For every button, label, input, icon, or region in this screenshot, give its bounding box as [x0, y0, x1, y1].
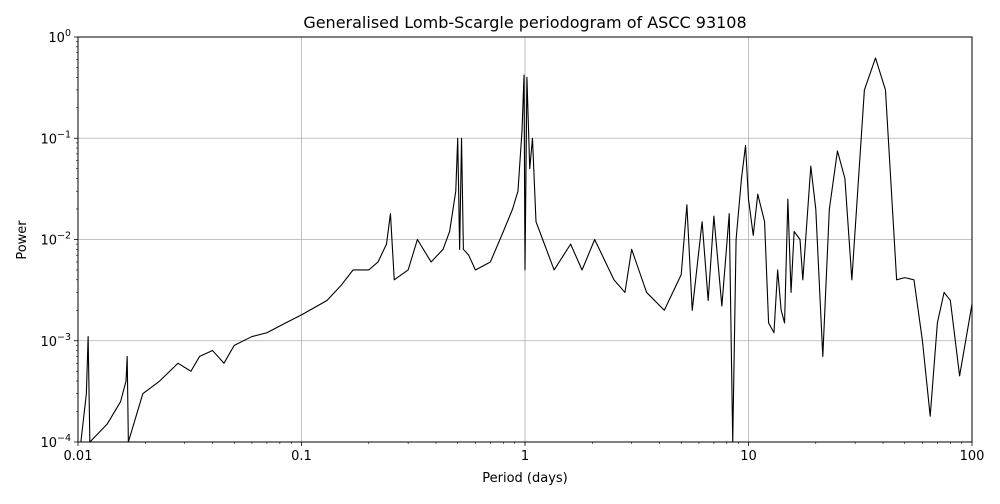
y-tick-base: 10: [40, 132, 57, 147]
y-tick-label: 10−1: [40, 129, 71, 147]
x-tick-label: 0.1: [291, 449, 312, 464]
y-tick-base: 10: [40, 335, 57, 350]
y-tick-label: 10−3: [40, 332, 71, 350]
x-tick-label: 100: [960, 449, 985, 464]
chart-title: Generalised Lomb-Scargle periodogram of …: [303, 13, 746, 32]
y-tick-label: 10−2: [40, 231, 71, 249]
y-axis-label: Power: [15, 220, 30, 260]
data-layer: [80, 57, 972, 442]
x-tick-label: 0.01: [64, 449, 93, 464]
y-tick-base: 10: [48, 31, 65, 46]
y-tick-exponent: −2: [57, 231, 71, 242]
x-axis-label: Period (days): [482, 471, 568, 486]
y-tick-label: 100: [48, 28, 71, 46]
periodogram-line: [80, 57, 972, 442]
y-tick-exponent: −1: [57, 129, 71, 140]
x-tick-label: 1: [521, 449, 529, 464]
y-tick-base: 10: [40, 436, 57, 451]
x-axis-ticks: 0.01 0.1 1 10 100: [64, 442, 985, 464]
y-tick-base: 10: [40, 234, 57, 249]
y-tick-exponent: −3: [57, 332, 71, 343]
y-tick-label: 10−4: [40, 433, 71, 451]
y-tick-exponent: −4: [57, 433, 71, 444]
y-tick-exponent: 0: [65, 28, 71, 39]
x-tick-label: 10: [740, 449, 757, 464]
